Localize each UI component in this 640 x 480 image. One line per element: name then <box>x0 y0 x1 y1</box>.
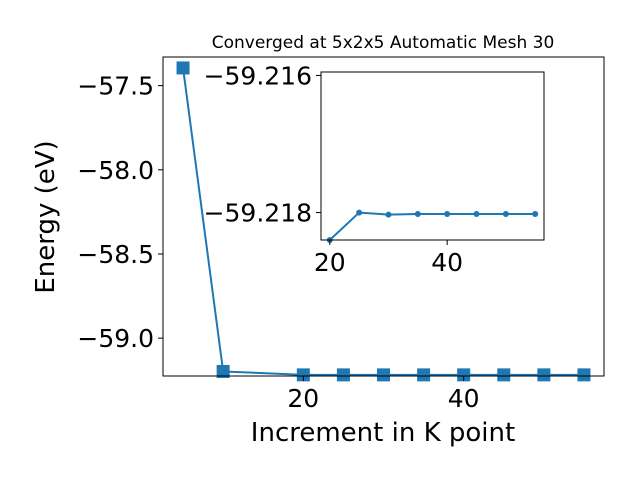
inset-data-point <box>444 210 451 217</box>
inset-x-tick-label: 40 <box>431 248 463 277</box>
inset-plot-frame <box>320 71 545 241</box>
main-plot-content <box>176 61 591 382</box>
x-axis-label: Increment in K point <box>251 418 515 448</box>
main-x-ticks: 20 40 <box>287 376 480 413</box>
main-data-point <box>377 368 390 382</box>
main-data-point <box>296 368 310 382</box>
inset-x-tick-label: 20 <box>314 248 346 277</box>
main-x-tick-label: 40 <box>448 384 480 413</box>
inset-y-ticks: −59.218 −59.216 <box>204 61 321 228</box>
inset-data-point <box>385 211 392 218</box>
main-y-tick-label: −58.5 <box>77 240 154 269</box>
main-data-point <box>176 61 190 75</box>
main-data-point <box>577 368 591 382</box>
inset-series-line <box>329 211 536 241</box>
main-data-point <box>457 368 471 382</box>
main-y-tick-label: −57.5 <box>77 72 154 101</box>
inset-data-point <box>532 210 539 217</box>
main-y-tick-label: −58.0 <box>77 156 154 185</box>
inset-plot-content <box>326 209 539 243</box>
inset-x-ticks: 20 40 <box>314 240 463 277</box>
main-data-point <box>216 364 230 378</box>
y-axis-label: Energy (eV) <box>31 140 61 293</box>
main-data-point <box>537 368 551 382</box>
main-axes: Converged at 5x2x5 Automatic Mesh 30 20 4… <box>31 33 605 448</box>
main-series-line <box>182 67 584 376</box>
main-data-point <box>336 368 350 382</box>
chart-title: Converged at 5x2x5 Automatic Mesh 30 <box>212 33 555 53</box>
main-data-point <box>417 368 431 382</box>
inset-data-point <box>502 210 509 217</box>
main-data-point <box>497 368 511 382</box>
inset-y-tick-label: −59.216 <box>204 61 312 90</box>
inset-y-tick-label: −59.218 <box>204 199 312 228</box>
main-y-ticks: −57.5 −58.0 −58.5 −59.0 <box>77 72 163 353</box>
main-y-tick-label: −59.0 <box>77 324 154 353</box>
main-plot-frame <box>162 56 605 377</box>
inset-data-point <box>473 210 480 217</box>
main-x-tick-label: 20 <box>287 384 319 413</box>
inset-data-point <box>356 209 363 216</box>
inset-data-point <box>414 210 421 217</box>
inset-axes: 20 40 −59.218−59.216 <box>204 61 545 277</box>
